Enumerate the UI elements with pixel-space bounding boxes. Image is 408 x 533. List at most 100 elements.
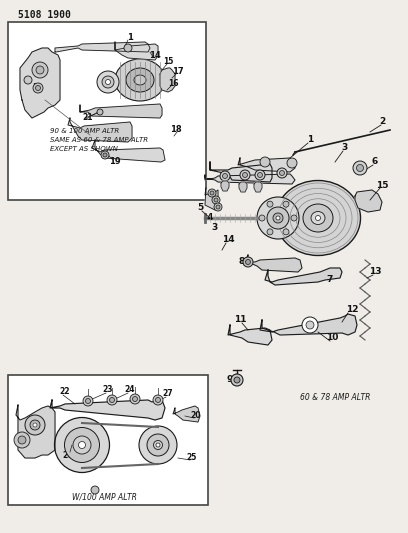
Polygon shape — [160, 68, 175, 92]
Circle shape — [33, 83, 43, 93]
Ellipse shape — [115, 59, 165, 101]
Polygon shape — [20, 48, 60, 118]
Circle shape — [267, 229, 273, 235]
Circle shape — [32, 62, 48, 78]
Ellipse shape — [156, 443, 160, 447]
Text: 90 & 100 AMP ALTR: 90 & 100 AMP ALTR — [50, 128, 119, 134]
Bar — [8, 22, 206, 200]
Ellipse shape — [311, 212, 325, 224]
Circle shape — [91, 486, 99, 494]
Ellipse shape — [257, 197, 299, 239]
Text: SAME AS 60 & 78 AMP ALTR: SAME AS 60 & 78 AMP ALTR — [50, 137, 148, 143]
Circle shape — [260, 157, 270, 167]
Text: 27: 27 — [163, 390, 173, 399]
Text: 2: 2 — [379, 117, 385, 126]
Ellipse shape — [267, 207, 289, 229]
Ellipse shape — [275, 181, 361, 255]
Text: 4: 4 — [207, 214, 213, 222]
Ellipse shape — [134, 75, 146, 85]
Circle shape — [302, 317, 318, 333]
Text: 1: 1 — [32, 84, 38, 93]
Polygon shape — [55, 42, 150, 52]
Circle shape — [214, 198, 218, 202]
Circle shape — [214, 203, 222, 211]
Polygon shape — [92, 140, 165, 162]
Polygon shape — [68, 118, 132, 142]
Ellipse shape — [78, 441, 86, 448]
Polygon shape — [265, 268, 342, 285]
Circle shape — [86, 399, 91, 403]
Polygon shape — [228, 325, 272, 345]
Text: W/100 AMP ALTR: W/100 AMP ALTR — [71, 492, 136, 502]
Text: 26: 26 — [63, 450, 73, 459]
Text: 5: 5 — [197, 204, 203, 213]
Text: 10: 10 — [326, 334, 338, 343]
Circle shape — [133, 397, 137, 401]
Ellipse shape — [303, 204, 333, 232]
Circle shape — [33, 423, 37, 427]
Bar — [8, 375, 208, 505]
Ellipse shape — [147, 434, 169, 456]
Ellipse shape — [139, 426, 177, 464]
Circle shape — [291, 215, 297, 221]
Polygon shape — [16, 405, 55, 458]
Text: 18: 18 — [170, 125, 182, 134]
Text: 25: 25 — [187, 454, 197, 463]
Text: 8: 8 — [239, 257, 245, 266]
Text: 11: 11 — [234, 316, 246, 325]
Circle shape — [287, 158, 297, 168]
Polygon shape — [254, 182, 262, 192]
Circle shape — [357, 165, 364, 172]
Circle shape — [220, 171, 230, 181]
Circle shape — [283, 229, 289, 235]
Text: 23: 23 — [103, 385, 113, 394]
Circle shape — [24, 76, 32, 84]
Circle shape — [124, 44, 132, 52]
Circle shape — [243, 257, 253, 267]
Circle shape — [155, 398, 160, 402]
Text: 14: 14 — [149, 51, 161, 60]
Text: 9: 9 — [227, 376, 233, 384]
Text: 5108 1900: 5108 1900 — [18, 10, 71, 20]
Polygon shape — [210, 162, 272, 182]
Text: 19: 19 — [109, 157, 121, 166]
Polygon shape — [115, 42, 158, 60]
Ellipse shape — [64, 427, 100, 463]
Circle shape — [25, 415, 45, 435]
Polygon shape — [355, 190, 382, 212]
Circle shape — [18, 436, 26, 444]
Text: 1: 1 — [307, 135, 313, 144]
Circle shape — [353, 161, 367, 175]
Text: 3: 3 — [342, 143, 348, 152]
Polygon shape — [260, 314, 357, 335]
Circle shape — [212, 196, 220, 204]
Ellipse shape — [276, 216, 280, 220]
Ellipse shape — [126, 68, 154, 92]
Text: 7: 7 — [327, 276, 333, 285]
Ellipse shape — [153, 440, 162, 449]
Text: 22: 22 — [60, 387, 70, 397]
Ellipse shape — [102, 76, 114, 88]
Text: 1: 1 — [127, 34, 133, 43]
Circle shape — [130, 394, 140, 404]
Ellipse shape — [273, 213, 283, 223]
Circle shape — [109, 398, 115, 402]
Circle shape — [30, 420, 40, 430]
Circle shape — [153, 395, 163, 405]
Circle shape — [36, 66, 44, 74]
Circle shape — [14, 432, 30, 448]
Text: 3: 3 — [212, 223, 218, 232]
Text: 17: 17 — [172, 68, 184, 77]
Polygon shape — [205, 174, 295, 184]
Text: 13: 13 — [369, 268, 381, 277]
Polygon shape — [205, 188, 218, 210]
Text: EXCEPT AS SHOWN: EXCEPT AS SHOWN — [50, 146, 118, 152]
Circle shape — [277, 168, 287, 178]
Circle shape — [255, 170, 265, 180]
Circle shape — [222, 174, 228, 179]
Circle shape — [283, 201, 289, 207]
Circle shape — [242, 173, 248, 177]
Text: 16: 16 — [168, 79, 178, 88]
Text: 14: 14 — [222, 236, 234, 245]
Circle shape — [103, 153, 107, 157]
